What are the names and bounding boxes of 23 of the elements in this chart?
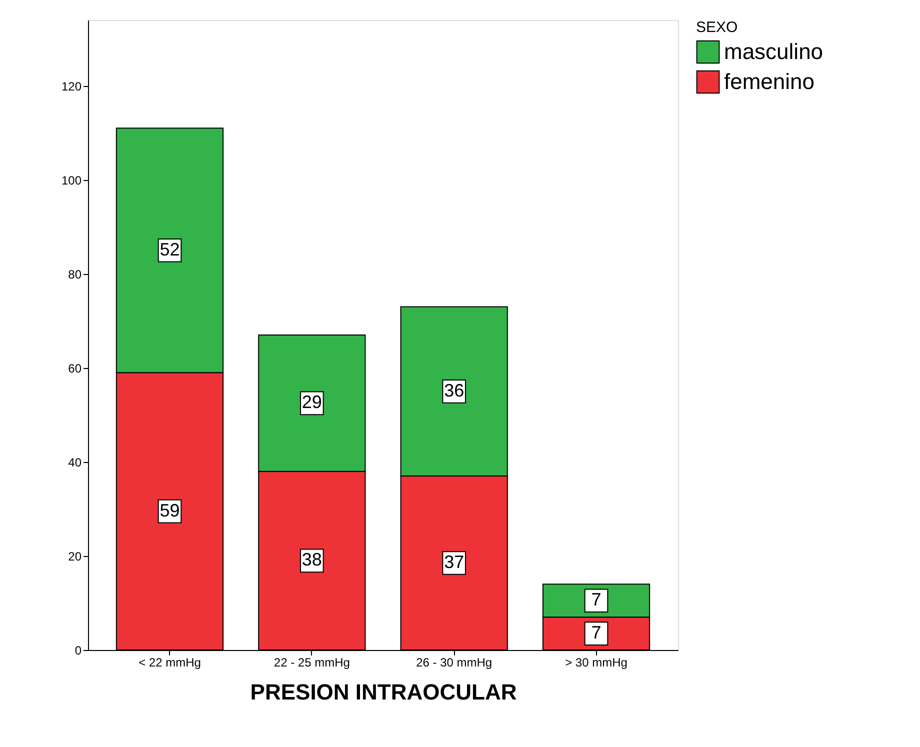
data-label: 37 [444,552,464,572]
y-tick-label: 0 [74,644,82,658]
legend-label: masculino [724,39,824,64]
y-tick-label: 120 [61,79,82,94]
data-label: 7 [591,590,602,610]
y-tick-label: 100 [61,173,82,188]
data-label: 7 [591,622,602,643]
data-label: 38 [302,550,322,570]
y-tick-label: 80 [68,267,82,282]
x-tick-label: 26 - 30 mmHg [416,656,492,670]
x-tick-label: 22 - 25 mmHg [274,656,350,670]
x-tick-label: > 30 mmHg [565,656,628,670]
y-tick-label: 20 [68,549,82,564]
legend-label: femenino [724,69,815,94]
x-axis-title: PRESION INTRAOCULAR [250,680,517,704]
legend-title: SEXO [696,19,738,36]
data-label: 36 [444,380,464,400]
y-tick-label: 60 [68,361,82,376]
x-tick-label: < 22 mmHg [138,656,201,670]
data-label: 59 [160,500,180,520]
y-tick-label: 40 [68,455,82,470]
data-label: 52 [160,239,180,260]
data-label: 29 [302,392,322,412]
